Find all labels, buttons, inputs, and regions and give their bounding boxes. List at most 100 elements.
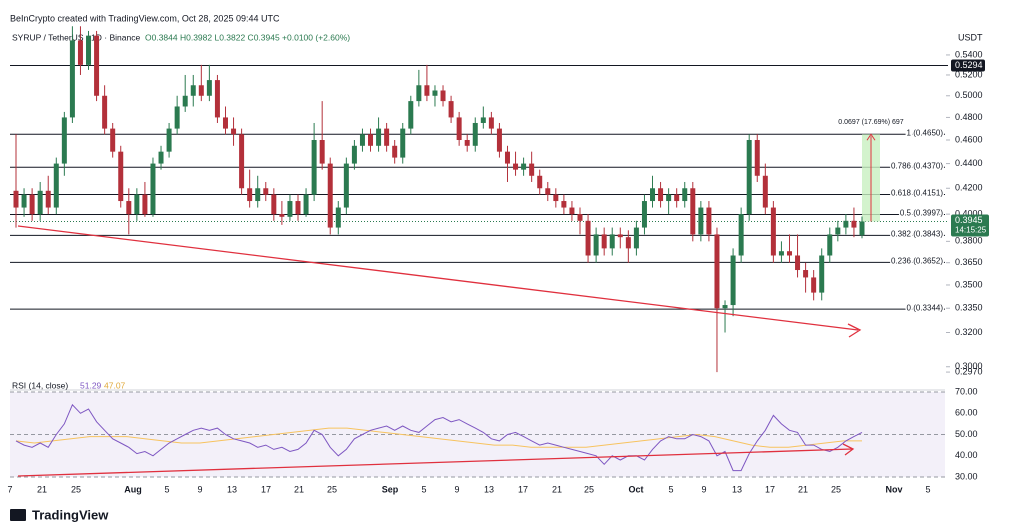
x-tick-label: 13	[484, 484, 494, 494]
x-tick-label: 21	[294, 484, 304, 494]
candle-body	[311, 140, 317, 195]
footer: TradingView	[32, 507, 109, 522]
candle-body	[13, 190, 19, 208]
candle-body	[102, 95, 108, 129]
x-tick-label: 5	[668, 484, 673, 494]
candle-body	[770, 207, 776, 256]
candle-body	[730, 255, 736, 306]
candle-body	[335, 207, 341, 228]
candle-body	[247, 188, 253, 202]
fib-label: 0 (0.3344)	[907, 303, 944, 312]
y-tick-label: 0.3000	[955, 361, 983, 371]
candle-body	[488, 117, 494, 129]
y-tick-label: 0.3200	[955, 327, 983, 337]
rsi-tick-label: 30.00	[955, 471, 978, 481]
x-tick-label: 17	[765, 484, 775, 494]
candle-body	[368, 134, 374, 146]
rsi-title: RSI (14, close)	[12, 380, 68, 390]
candle-body	[682, 188, 688, 202]
candle-body	[182, 95, 188, 107]
candle-body	[529, 163, 535, 176]
header: BeInCrypto created with TradingView.com,…	[10, 13, 280, 23]
candle-body	[295, 201, 301, 215]
candle-body	[37, 190, 43, 215]
y-tick-label: 0.4000	[955, 209, 983, 219]
y-tick-label: 0.5000	[955, 90, 983, 100]
rsi-pane: 70.00 60.00 50.00 40.00 30.00	[10, 386, 978, 481]
candle-body	[61, 117, 67, 164]
fib-label: 0.618 (0.4151)	[891, 189, 943, 198]
candle-body	[424, 85, 430, 96]
candle-body	[754, 140, 760, 176]
candle-body	[94, 35, 100, 96]
x-tick-label: 25	[71, 484, 81, 494]
range-label: 0.0697 (17.69%) 697	[838, 119, 903, 126]
candle-body	[738, 214, 744, 256]
candle-body	[625, 237, 631, 249]
candle-body	[658, 188, 664, 202]
candle-body	[537, 175, 543, 189]
candle-body	[811, 277, 817, 293]
candle-body	[303, 194, 309, 215]
candle-body	[77, 40, 83, 65]
candle-body	[762, 175, 768, 208]
candle-body	[577, 214, 583, 221]
candle-body	[480, 117, 486, 123]
candle-body	[198, 85, 204, 96]
rsi-tick-label: 50.00	[955, 429, 978, 439]
candle-body	[231, 128, 237, 135]
trend-arrow	[847, 323, 862, 338]
rsi-ma-line	[15, 427, 862, 448]
x-axis: 7 21 25 Aug 5 9 13 17 21 25 Sep 5 9 13 17 21 25 Oct 5 9 13 17…	[7, 484, 930, 494]
y-tick-label: 0.5200	[955, 69, 983, 79]
candle-body	[174, 106, 180, 129]
y-tick-label: 0.3500	[955, 279, 983, 289]
fib-label: 1 (0.4650)	[907, 128, 944, 137]
candle-body	[746, 140, 752, 215]
candle-body	[343, 163, 349, 208]
x-tick-label: Aug	[124, 484, 142, 494]
y-tick-label: 0.3800	[955, 236, 983, 246]
candle-body	[827, 234, 833, 256]
candle-body	[819, 255, 825, 293]
candle-body	[319, 140, 325, 164]
candle-body	[263, 188, 269, 195]
x-tick-label: 9	[454, 484, 459, 494]
x-tick-label: 17	[518, 484, 528, 494]
candle-body	[134, 194, 140, 215]
x-tick-label: Sep	[382, 484, 399, 494]
candle-body	[392, 145, 398, 158]
candle-body	[795, 255, 801, 271]
x-tick-label: 5	[164, 484, 169, 494]
candle-body	[222, 117, 228, 129]
x-tick-label: 25	[584, 484, 594, 494]
x-tick-label: 25	[327, 484, 337, 494]
candle-body	[641, 201, 647, 228]
candle-body	[859, 221, 865, 236]
last-price-label: 0.3945	[955, 215, 983, 225]
candle-body	[690, 188, 696, 235]
candle-body	[255, 188, 261, 202]
ohlc: O0.3844 H0.3982 L0.3822 C0.3945 +0.0100 …	[145, 32, 350, 42]
candle-body	[851, 220, 857, 228]
x-tick-label: 21	[798, 484, 808, 494]
y-tick-label: 0.3650	[955, 257, 983, 267]
rsi-tick-label: 60.00	[955, 408, 978, 418]
candle-body	[432, 90, 438, 96]
candle-body	[545, 188, 551, 195]
x-tick-label: 25	[831, 484, 841, 494]
candle-body	[190, 85, 196, 96]
candle-body	[843, 220, 849, 228]
candle-body	[150, 163, 156, 215]
x-tick-label: 21	[37, 484, 47, 494]
y-tick-label: 0.4200	[955, 183, 983, 193]
candle-body	[706, 207, 712, 235]
candle-body	[472, 122, 478, 146]
currency: USDT	[958, 32, 983, 42]
level-badge	[951, 59, 985, 72]
candle-body	[778, 251, 784, 256]
candle-body	[521, 163, 527, 170]
candle-body	[118, 151, 124, 202]
candle-body	[803, 270, 809, 278]
